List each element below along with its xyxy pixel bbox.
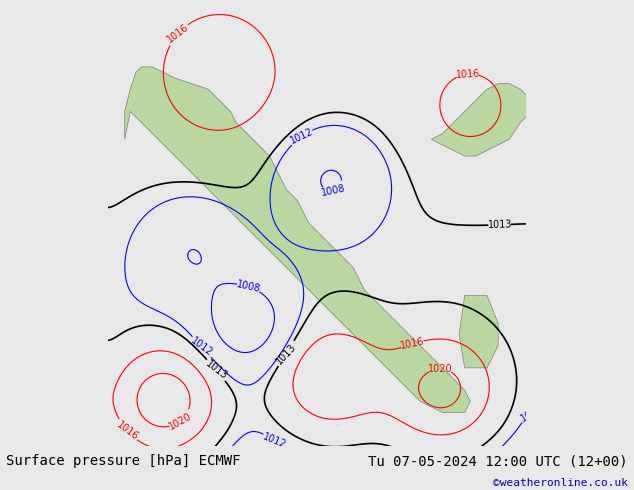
Polygon shape bbox=[459, 295, 498, 368]
Text: 1008: 1008 bbox=[321, 184, 347, 198]
Text: 1020: 1020 bbox=[428, 364, 453, 374]
Text: ©weatheronline.co.uk: ©weatheronline.co.uk bbox=[493, 478, 628, 489]
Text: 1013: 1013 bbox=[488, 220, 512, 230]
Text: 1016: 1016 bbox=[115, 420, 140, 442]
Text: 1012: 1012 bbox=[288, 126, 315, 146]
Text: 1016: 1016 bbox=[165, 22, 191, 45]
Text: Surface pressure [hPa] ECMWF: Surface pressure [hPa] ECMWF bbox=[6, 454, 241, 468]
Text: Tu 07-05-2024 12:00 UTC (12+00): Tu 07-05-2024 12:00 UTC (12+00) bbox=[368, 454, 628, 468]
Text: 1012: 1012 bbox=[519, 402, 545, 423]
Polygon shape bbox=[431, 84, 531, 156]
Text: 1013: 1013 bbox=[274, 341, 298, 366]
Polygon shape bbox=[125, 67, 470, 413]
Text: 1008: 1008 bbox=[235, 279, 261, 294]
Text: 1012: 1012 bbox=[261, 431, 287, 450]
Text: 1012: 1012 bbox=[189, 336, 214, 358]
Text: 1020: 1020 bbox=[167, 411, 193, 431]
Text: 1016: 1016 bbox=[455, 69, 480, 80]
Text: 1016: 1016 bbox=[399, 337, 425, 351]
Text: 1013: 1013 bbox=[204, 359, 229, 381]
